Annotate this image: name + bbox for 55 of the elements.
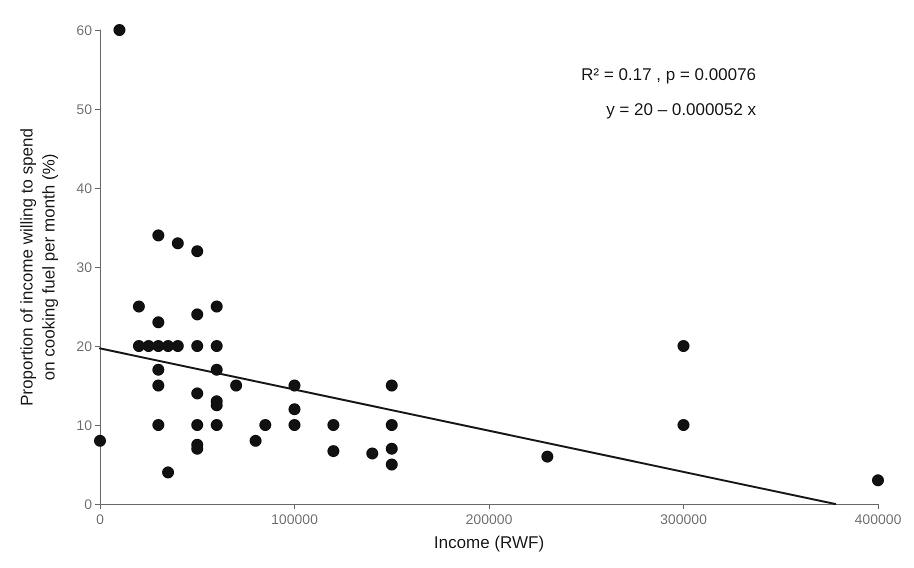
y-tick-label: 50	[76, 101, 92, 117]
point	[172, 237, 184, 250]
x-tick-label: 0	[96, 511, 104, 527]
annotation: y = 20 – 0.000052 x	[606, 100, 756, 119]
x-tick-label: 200000	[466, 511, 513, 527]
point	[152, 316, 164, 328]
point	[191, 245, 204, 258]
annotation: R² = 0.17 , p = 0.00076	[581, 65, 756, 84]
point	[152, 419, 164, 431]
point	[386, 419, 398, 431]
y-tick-label: 10	[76, 417, 92, 433]
point	[142, 340, 155, 352]
point	[191, 308, 204, 320]
point	[210, 340, 223, 352]
y-tick-label: 30	[76, 259, 92, 275]
point	[288, 403, 300, 416]
point	[259, 419, 272, 431]
point	[288, 380, 300, 392]
y-tick-label: 60	[76, 22, 92, 38]
point	[327, 419, 340, 431]
point	[132, 300, 145, 312]
point	[152, 229, 164, 242]
point	[162, 466, 174, 478]
point	[366, 447, 378, 460]
x-tick-label: 100000	[271, 511, 318, 527]
point	[541, 450, 554, 463]
x-tick-label: 400000	[854, 511, 902, 527]
point	[210, 364, 223, 376]
point	[162, 340, 174, 352]
x-tick-label: 300000	[660, 511, 708, 527]
y-tick-label: 0	[84, 496, 92, 512]
point	[386, 442, 398, 455]
point	[386, 380, 398, 392]
point	[210, 300, 223, 312]
point	[94, 434, 106, 447]
point	[230, 380, 242, 392]
point	[210, 419, 223, 431]
point	[113, 24, 126, 36]
y-tick-label: 20	[76, 338, 92, 354]
point	[172, 340, 184, 352]
point	[327, 445, 340, 458]
point	[678, 340, 690, 352]
point	[152, 380, 164, 392]
point	[191, 387, 204, 400]
point	[250, 434, 262, 447]
point	[678, 419, 690, 431]
point	[191, 340, 204, 352]
point	[872, 474, 884, 486]
y-axis-title: Proportion of income willing to spend on cooking fuel per month (%)	[18, 128, 58, 406]
point	[288, 419, 300, 431]
point	[191, 419, 204, 431]
x-axis-title: Income (RWF)	[434, 533, 544, 552]
y-tick-label: 40	[76, 180, 92, 196]
point	[152, 364, 164, 376]
point	[386, 458, 398, 470]
